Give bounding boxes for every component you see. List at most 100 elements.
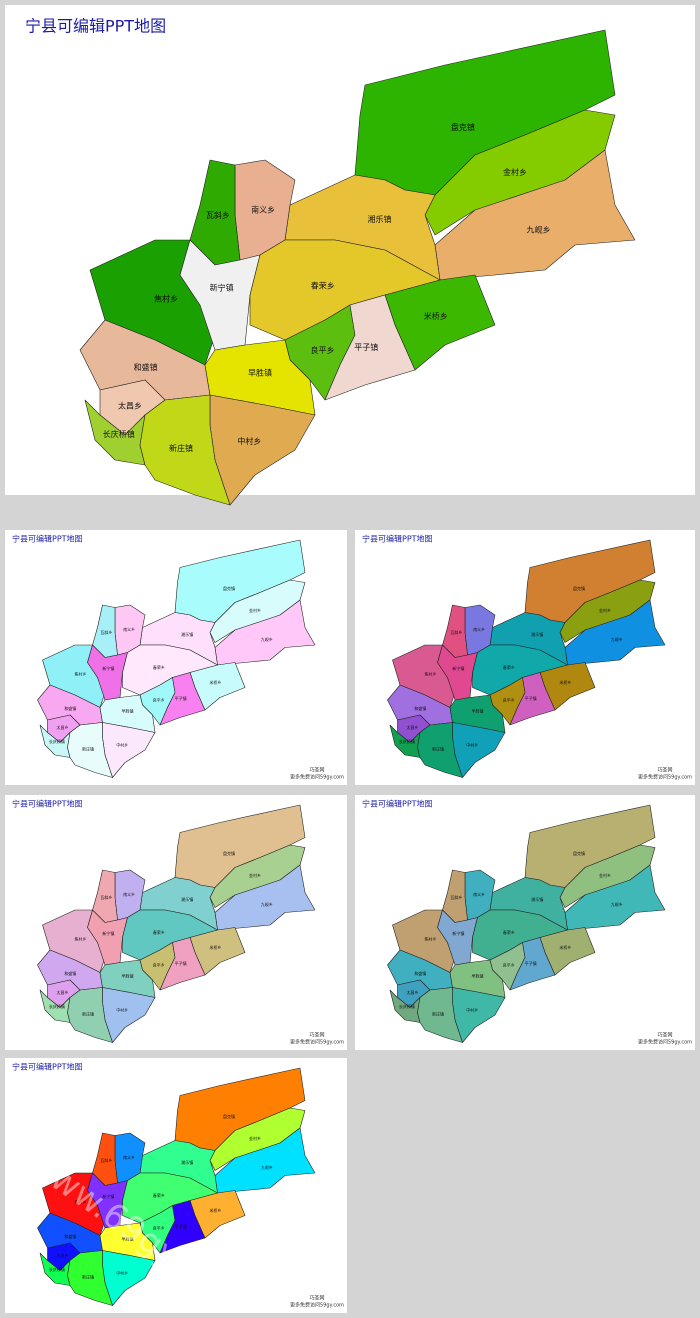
region-label: 中村乡 [237, 436, 261, 446]
region-label: 春荣乡 [311, 280, 335, 290]
region-label: 新宁镇 [452, 930, 464, 936]
region [437, 644, 478, 701]
region-label: 长庆桥镇 [399, 1003, 415, 1009]
region [99, 1222, 156, 1261]
region-label: 太昌乡 [57, 989, 69, 995]
region-label: 九岘乡 [261, 901, 273, 907]
region-label: 米桥乡 [209, 679, 221, 685]
region-label: 和盛镇 [64, 705, 76, 711]
region [214, 864, 316, 931]
footer-site: 巧圣网 [309, 767, 324, 774]
map-title: 宁县可编辑PPT地图 [12, 1062, 83, 1072]
region-label: 平子镇 [525, 960, 537, 966]
region [509, 937, 556, 991]
region-label: 平子镇 [175, 695, 187, 701]
footer-site: 巧圣网 [309, 1295, 324, 1302]
region-label: 平子镇 [525, 695, 537, 701]
region [87, 909, 128, 966]
region-label: 太昌乡 [407, 724, 419, 730]
region [179, 239, 261, 351]
region-label: 新宁镇 [452, 665, 464, 671]
region-label: 太昌乡 [57, 724, 69, 730]
region-label: 南义乡 [473, 891, 485, 897]
region-label: 中村乡 [116, 1007, 128, 1013]
region [99, 959, 156, 998]
footer-link: 更多免费访问59gy.com [290, 1039, 344, 1046]
region-label: 长庆桥镇 [49, 1003, 65, 1009]
region-label: 早胜镇 [122, 707, 134, 713]
region-label: 九岘乡 [261, 636, 273, 642]
region-label: 良平乡 [153, 696, 165, 702]
region-label: 南义乡 [123, 626, 135, 632]
region-label: 米桥乡 [209, 1207, 221, 1213]
region-label: 春荣乡 [153, 664, 165, 670]
region [417, 722, 463, 778]
region-label: 和盛镇 [64, 970, 76, 976]
region [564, 599, 666, 666]
region-label: 盘克镇 [451, 122, 475, 132]
region-label: 新宁镇 [102, 1193, 114, 1199]
region-label: 春荣乡 [153, 929, 165, 935]
footer-site: 巧圣网 [309, 1032, 324, 1039]
region-label: 新庄镇 [82, 745, 94, 751]
region-label: 良平乡 [311, 345, 335, 355]
region-label: 米桥乡 [559, 679, 571, 685]
footer-site: 巧圣网 [657, 767, 672, 774]
region-label: 新宁镇 [210, 282, 234, 292]
region [449, 959, 506, 998]
region-label: 盘克镇 [223, 850, 235, 856]
region-label: 南义乡 [251, 205, 275, 215]
region-label: 盘克镇 [573, 585, 585, 591]
region-label: 瓦斜乡 [450, 894, 462, 900]
region [214, 599, 316, 666]
region-label: 早胜镇 [472, 707, 484, 713]
region-label: 早胜镇 [248, 367, 272, 377]
region-label: 和盛镇 [64, 1233, 76, 1239]
region-label: 米桥乡 [559, 944, 571, 950]
region-label: 和盛镇 [414, 705, 426, 711]
region [159, 672, 206, 726]
region-label: 早胜镇 [122, 1235, 134, 1241]
region [67, 722, 113, 778]
region-label: 南义乡 [123, 891, 135, 897]
region-label: 春荣乡 [503, 664, 515, 670]
map-title: 宁县可编辑PPT地图 [12, 534, 83, 544]
region-label: 焦村乡 [75, 670, 87, 676]
region-label: 瓦斜乡 [100, 894, 112, 900]
region-label: 良平乡 [503, 961, 515, 967]
region-label: 湘乐镇 [181, 631, 193, 637]
footer-site: 巧圣网 [657, 1032, 672, 1039]
region [67, 1250, 113, 1306]
region-label: 湘乐镇 [531, 896, 543, 902]
region-label: 金村乡 [249, 607, 261, 613]
region-label: 湘乐镇 [181, 1159, 193, 1165]
region-label: 中村乡 [116, 742, 128, 748]
region-label: 新庄镇 [82, 1273, 94, 1279]
region-label: 良平乡 [503, 696, 515, 702]
region [564, 864, 666, 931]
region-label: 早胜镇 [122, 972, 134, 978]
region [159, 937, 206, 991]
region-label: 九岘乡 [527, 226, 551, 235]
region-label: 焦村乡 [154, 293, 178, 303]
region-label: 金村乡 [599, 872, 611, 878]
region [139, 394, 231, 506]
region-label: 湘乐镇 [181, 896, 193, 902]
region-label: 平子镇 [175, 1223, 187, 1229]
region [437, 909, 478, 966]
region-label: 长庆桥镇 [103, 429, 135, 439]
region-label: 焦村乡 [425, 670, 437, 676]
region-label: 九岘乡 [611, 636, 623, 642]
footer-link: 更多免费访问59gy.com [290, 1302, 344, 1309]
footer-link: 更多免费访问59gy.com [638, 1039, 692, 1046]
region-label: 太昌乡 [57, 1252, 69, 1258]
region-label: 金村乡 [599, 607, 611, 613]
map-title: 宁县可编辑PPT地图 [362, 534, 433, 544]
region-label: 金村乡 [503, 167, 527, 177]
